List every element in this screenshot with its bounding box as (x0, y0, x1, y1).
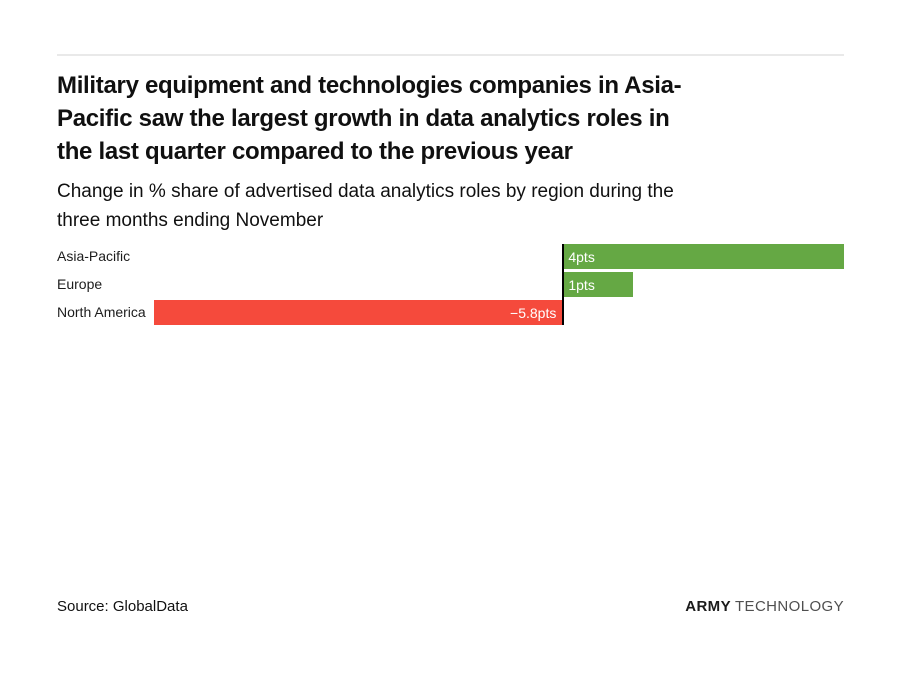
zero-baseline (562, 244, 565, 325)
brand-name-bold: ARMY (685, 598, 731, 615)
chart-row: Asia-Pacific 4pts (57, 244, 844, 269)
footer: Source: GlobalData ARMY TECHNOLOGY (57, 598, 844, 615)
bar-north-america: −5.8pts (154, 300, 563, 325)
chart-rows: Asia-Pacific 4pts Europe 1pts North America −… (57, 244, 844, 325)
content-area: Military equipment and technologies comp… (57, 0, 844, 325)
chart-subtitle: Change in % share of advertised data ana… (57, 177, 844, 235)
category-label: Asia-Pacific (57, 248, 131, 264)
bar-area: 4pts (154, 244, 844, 269)
headline-line: Military equipment and technologies comp… (57, 72, 682, 99)
bar-area: −5.8pts (154, 300, 844, 325)
category-label: Europe (57, 276, 103, 292)
brand-logo: ARMY TECHNOLOGY (685, 598, 844, 615)
headline-line: Pacific saw the largest growth in data a… (57, 105, 670, 132)
source-credit: Source: GlobalData (57, 598, 188, 615)
top-divider (57, 54, 844, 56)
chart-headline: Military equipment and technologies comp… (57, 69, 844, 168)
bar-value-label: 1pts (568, 276, 595, 293)
subtitle-line: three months ending November (57, 210, 324, 231)
bar-europe: 1pts (562, 272, 633, 297)
bar-value-label: −5.8pts (510, 304, 557, 321)
bar-asia-pacific: 4pts (562, 244, 844, 269)
bar-area: 1pts (154, 272, 844, 297)
subtitle-line: Change in % share of advertised data ana… (57, 181, 674, 202)
headline-line: the last quarter compared to the previou… (57, 138, 573, 165)
brand-name-light: TECHNOLOGY (734, 598, 844, 615)
chart-row: North America −5.8pts (57, 300, 844, 325)
category-label: North America (57, 304, 146, 320)
bar-value-label: 4pts (568, 248, 595, 265)
chart-row: Europe 1pts (57, 272, 844, 297)
bar-chart: Asia-Pacific 4pts Europe 1pts North America −… (57, 244, 844, 325)
